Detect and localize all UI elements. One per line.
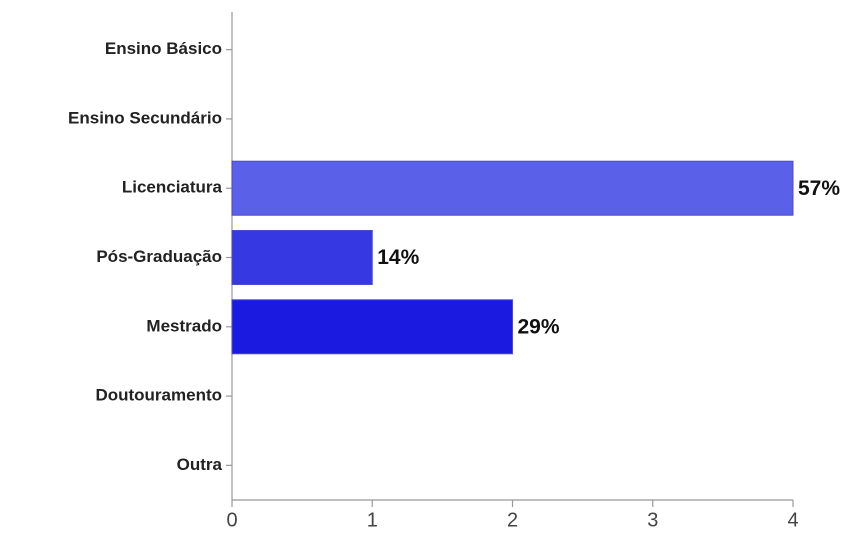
y-tick-label: Outra [177, 455, 223, 474]
bar [231, 160, 794, 216]
value-label: 57% [798, 177, 840, 200]
y-tick-label: Doutouramento [95, 386, 222, 405]
y-tick-label: Ensino Secundário [68, 108, 222, 127]
y-tick-label: Ensino Básico [105, 39, 222, 58]
x-tick-label: 4 [787, 509, 798, 531]
y-tick-label: Mestrado [146, 316, 222, 335]
x-tick-label: 3 [647, 509, 658, 531]
bar [231, 230, 373, 285]
value-label: 14% [377, 246, 419, 269]
x-tick-label: 2 [507, 509, 518, 531]
y-tick-label: Pós-Graduação [96, 247, 222, 266]
x-tick-label: 1 [367, 509, 378, 531]
x-tick-label: 0 [226, 509, 237, 531]
value-label: 29% [518, 315, 560, 338]
bar [231, 299, 513, 355]
y-tick-label: Licenciatura [122, 178, 223, 197]
